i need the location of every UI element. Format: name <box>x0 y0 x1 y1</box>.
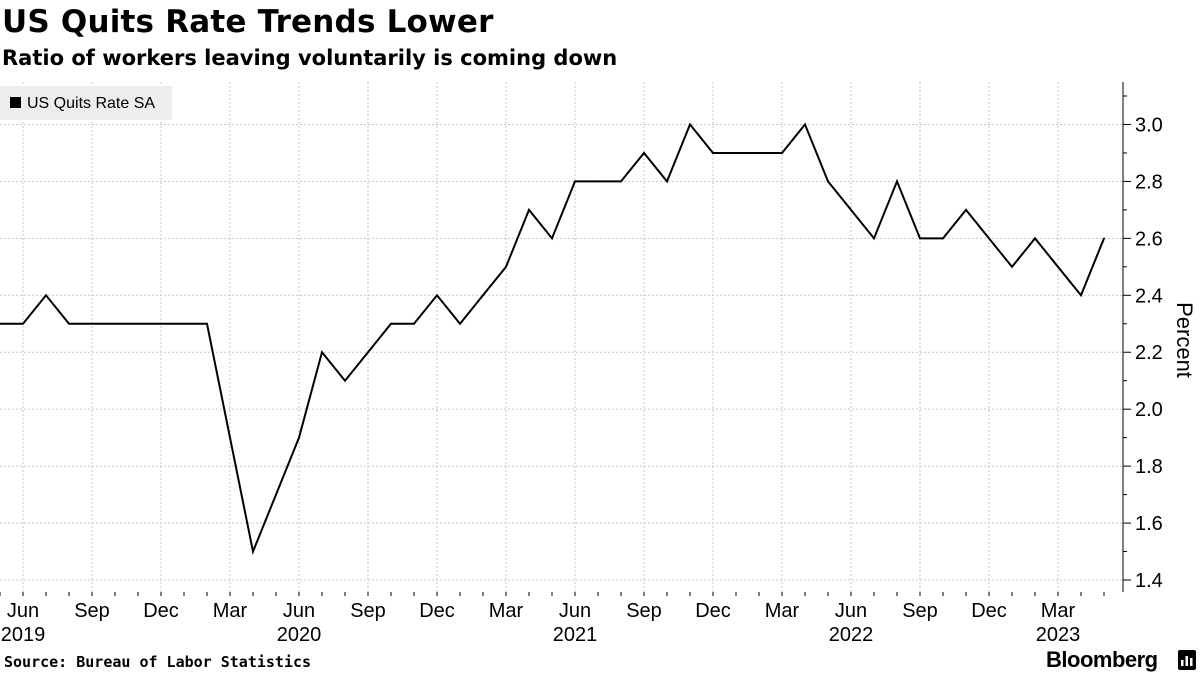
x-year-label: 2019 <box>1 624 46 646</box>
data-point <box>942 237 944 240</box>
data-point <box>68 322 70 325</box>
data-point <box>367 351 369 354</box>
y-tick-label: 1.6 <box>1135 513 1163 535</box>
data-point <box>896 180 898 183</box>
chart-subtitle: Ratio of workers leaving voluntarily is … <box>2 46 618 70</box>
x-year-label: 2021 <box>553 624 598 646</box>
legend-label: US Quits Rate SA <box>27 95 155 112</box>
axes: 1.4 1.6 1.8 2.0 2.2 2.4 2.6 2.8 3.0 Jun Sep Dec Mar J… <box>0 82 1163 646</box>
source-note: Source: Bureau of Labor Statistics <box>4 653 312 671</box>
x-tick-label: Dec <box>419 600 455 622</box>
x-year-label: 2022 <box>829 624 874 646</box>
x-tick-label: Mar <box>1041 600 1076 622</box>
data-point <box>321 351 323 354</box>
bloomberg-logo: Bloomberg <box>1046 647 1158 672</box>
x-tick-label: Jun <box>7 600 39 622</box>
legend-background <box>0 86 172 120</box>
legend-swatch <box>10 97 21 108</box>
data-point <box>758 152 760 154</box>
data-point <box>827 180 829 183</box>
data-point <box>91 322 93 325</box>
bloomberg-terminal-icon <box>1178 650 1196 670</box>
x-tick-label: Mar <box>213 600 248 622</box>
y-tick-label: 1.8 <box>1135 456 1163 478</box>
data-point <box>965 208 967 211</box>
data-point <box>804 123 806 126</box>
data-point <box>781 152 783 154</box>
data-point <box>390 322 392 325</box>
x-tick-label: Dec <box>143 600 179 622</box>
x-tick-label: Dec <box>971 600 1007 622</box>
data-point <box>712 152 714 154</box>
data-point <box>160 322 162 325</box>
y-axis-label: Percent <box>1172 302 1197 378</box>
data-point <box>735 152 737 154</box>
x-tick-label: Jun <box>559 600 591 622</box>
data-point <box>206 322 208 325</box>
y-tick-label: 2.8 <box>1135 171 1163 193</box>
data-point <box>275 493 277 496</box>
data-point <box>1103 237 1105 240</box>
data-point <box>436 294 438 297</box>
data-point <box>183 322 185 325</box>
data-point <box>988 237 990 240</box>
data-point <box>666 180 668 183</box>
y-tick-label: 2.6 <box>1135 228 1163 250</box>
data-point <box>850 208 852 211</box>
y-tick-label: 3.0 <box>1135 114 1163 136</box>
data-point <box>1011 265 1013 268</box>
data-point <box>1034 237 1036 240</box>
data-point <box>0 322 1 325</box>
x-year-label: 2023 <box>1036 624 1081 646</box>
y-tick-label: 2.2 <box>1135 342 1163 364</box>
data-point <box>252 550 254 553</box>
data-point <box>643 152 645 154</box>
data-point <box>574 180 576 183</box>
x-tick-label: Sep <box>74 600 110 622</box>
data-point <box>551 237 553 240</box>
data-point <box>413 322 415 325</box>
x-tick-label: Sep <box>626 600 662 622</box>
data-point <box>114 322 116 325</box>
data-point <box>873 237 875 240</box>
series-layer <box>0 122 1105 555</box>
series-line <box>0 122 1105 555</box>
data-point <box>1080 294 1082 297</box>
x-tick-label: Jun <box>835 600 867 622</box>
data-point <box>1057 265 1059 268</box>
x-tick-label: Mar <box>765 600 800 622</box>
gridlines <box>0 82 1123 592</box>
x-tick-label: Jun <box>283 600 315 622</box>
data-point <box>344 379 346 382</box>
data-point <box>620 180 622 183</box>
data-point <box>482 294 484 297</box>
data-point <box>597 180 599 183</box>
data-point <box>689 123 691 126</box>
data-point <box>298 436 300 439</box>
x-tick-label: Sep <box>350 600 386 622</box>
line-chart: US Quits Rate SA 1.4 1.6 1.8 2.0 2.2 2.4 2.6 2.… <box>0 82 1197 646</box>
y-tick-label: 2.4 <box>1135 285 1163 307</box>
data-point <box>505 265 507 268</box>
data-point <box>528 208 530 211</box>
chart-title: US Quits Rate Trends Lower <box>2 4 494 40</box>
legend: US Quits Rate SA <box>0 86 172 120</box>
x-tick-label: Sep <box>902 600 938 622</box>
data-point <box>137 322 139 325</box>
y-tick-label: 1.4 <box>1135 570 1163 592</box>
data-point <box>22 322 24 325</box>
data-point <box>919 237 921 240</box>
y-tick-label: 2.0 <box>1135 399 1163 421</box>
x-tick-label: Mar <box>489 600 524 622</box>
data-point <box>229 436 231 439</box>
data-point <box>459 322 461 325</box>
x-tick-label: Dec <box>695 600 731 622</box>
data-point <box>45 294 47 297</box>
x-year-label: 2020 <box>277 624 322 646</box>
